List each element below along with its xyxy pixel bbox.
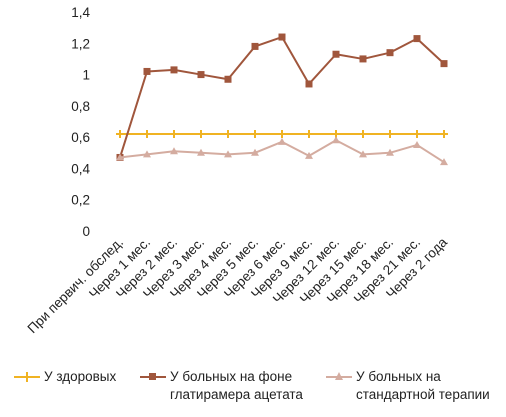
- data-point: [251, 148, 259, 156]
- data-point: [278, 130, 286, 139]
- data-point: [116, 130, 124, 139]
- data-point: [251, 130, 259, 139]
- data-point: [170, 66, 178, 74]
- data-point: [440, 130, 448, 139]
- data-point: [386, 148, 394, 156]
- data-point: [224, 130, 232, 139]
- data-point: [251, 42, 259, 50]
- y-axis: 0 0,2 0,4 0,6 0,8 1 1,2 1,4: [71, 5, 90, 239]
- data-point: [305, 80, 313, 88]
- data-point: [197, 130, 205, 139]
- data-point: [413, 140, 421, 148]
- y-tick-label: 0,8: [71, 99, 90, 114]
- data-point: [278, 33, 286, 41]
- y-tick-label: 0,4: [71, 161, 90, 176]
- data-point: [224, 75, 232, 83]
- y-tick-label: 0,2: [71, 193, 90, 208]
- data-point: [359, 130, 367, 139]
- data-point: [386, 130, 394, 139]
- series-layer: [116, 33, 448, 166]
- data-point: [278, 137, 286, 145]
- data-point: [440, 60, 448, 68]
- series-1: [116, 130, 448, 139]
- data-point: [224, 150, 232, 158]
- legend-label-glatiramer: У больных на фоне глатирамера ацетата: [170, 369, 303, 402]
- legend-marker-standard: [326, 368, 352, 384]
- data-point: [413, 35, 421, 43]
- legend-marker-glatiramer: [140, 368, 166, 384]
- data-point: [116, 153, 124, 161]
- legend: У здоровых У больных на фоне глатирамера…: [0, 368, 506, 417]
- legend-item-glatiramer: У больных на фоне глатирамера ацетата: [140, 368, 303, 404]
- data-point: [386, 49, 394, 57]
- data-point: [305, 151, 313, 159]
- data-point: [359, 55, 367, 63]
- series-3: [116, 136, 448, 166]
- data-point: [359, 150, 367, 158]
- data-point: [332, 136, 340, 144]
- data-point: [143, 67, 151, 75]
- legend-marker-healthy: [14, 368, 40, 384]
- data-point: [413, 130, 421, 139]
- data-point: [305, 130, 313, 139]
- data-point: [170, 130, 178, 139]
- legend-item-healthy: У здоровых: [14, 368, 116, 386]
- series-2: [116, 33, 448, 161]
- data-point: [170, 147, 178, 155]
- legend-label-standard: У больных на стандартной терапии: [356, 369, 490, 402]
- y-tick-label: 0,6: [71, 130, 90, 145]
- data-point: [332, 50, 340, 58]
- x-axis: При первич. обслед.Через 1 мес.Через 2 м…: [25, 234, 451, 336]
- legend-item-standard: У больных на стандартной терапии: [326, 368, 490, 404]
- data-point: [143, 130, 151, 139]
- y-tick-label: 0: [82, 224, 90, 239]
- y-tick-label: 1,4: [71, 5, 90, 20]
- y-tick-label: 1,2: [71, 36, 90, 51]
- legend-label-healthy: У здоровых: [44, 369, 117, 384]
- y-tick-label: 1: [82, 68, 90, 83]
- data-point: [197, 148, 205, 156]
- data-point: [197, 71, 205, 79]
- data-point: [143, 150, 151, 158]
- data-point: [440, 158, 448, 166]
